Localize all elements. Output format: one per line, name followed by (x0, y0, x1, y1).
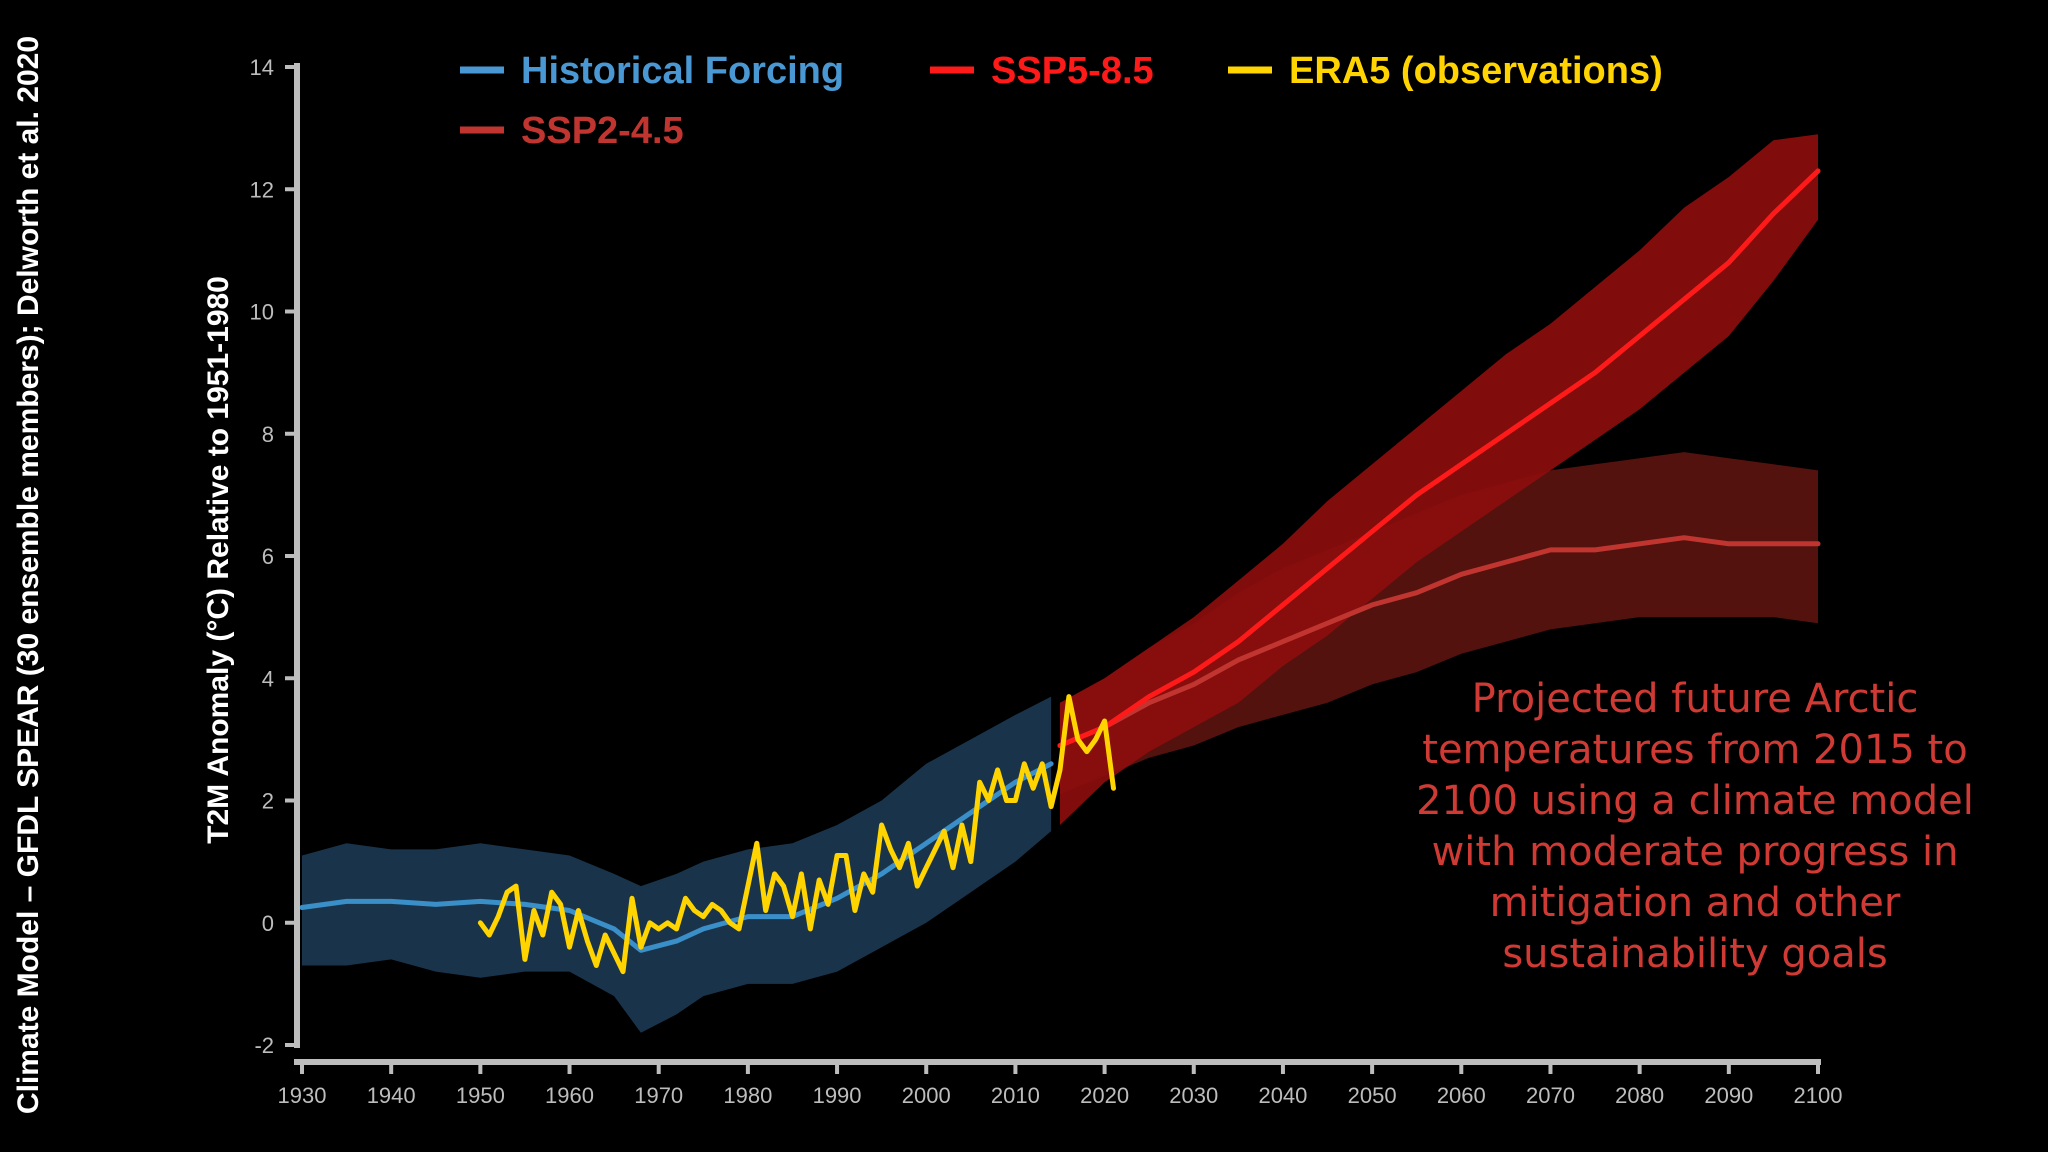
series-lines (299, 168, 1821, 975)
annotation-line: Projected future Arctic (1472, 676, 1919, 722)
x-tick-label: 2060 (1437, 1083, 1486, 1108)
x-tick-label: 1970 (634, 1083, 683, 1108)
legend-label-era5-observations: ERA5 (observations) (1289, 50, 1663, 92)
y-tick-label: 2 (262, 789, 274, 814)
ssp2-4-5-band (1060, 452, 1818, 795)
x-tick-label: 2100 (1794, 1083, 1843, 1108)
y-tick-label: -2 (254, 1033, 274, 1058)
legend-label-ssp2-4-5: SSP2-4.5 (521, 110, 684, 152)
y-tick-label: 8 (262, 422, 274, 447)
annotation-text: Projected future Arctic temperatures from… (1416, 676, 1974, 977)
y-tick-label: 4 (262, 666, 274, 691)
annotation-line: with moderate progress in (1432, 829, 1959, 875)
y-axis-title: T2M Anomaly (°C) Relative to 1951-1980 (202, 276, 235, 844)
x-tick-label: 1930 (278, 1083, 327, 1108)
era5-observations-line (477, 694, 1116, 975)
legend: Historical Forcing SSP2-4.5 SSP5-8.5 ERA5 (… (460, 50, 1663, 152)
x-tick-label: 2010 (991, 1083, 1040, 1108)
annotation-line: sustainability goals (1502, 931, 1887, 977)
x-tick-label: 2080 (1615, 1083, 1664, 1108)
x-tick-label: 2070 (1526, 1083, 1575, 1108)
axes: -2 0 2 4 6 8 10 12 14 1930 1940 1950 1960 1970 1980 199… (250, 55, 1843, 1108)
y-tick-label: 12 (250, 177, 274, 202)
y-tick-label: 6 (262, 544, 274, 569)
y-tick-label: 0 (262, 911, 274, 936)
x-tick-label: 1940 (367, 1083, 416, 1108)
y-tick-label: 14 (250, 55, 274, 80)
ssp5-8-5-line (1057, 168, 1821, 748)
x-tick-label: 2030 (1169, 1083, 1218, 1108)
source-label: Climate Model – GFDL SPEAR (30 ensemble … (12, 36, 45, 1114)
x-tick-label: 1950 (456, 1083, 505, 1108)
legend-label-ssp5-8-5: SSP5-8.5 (991, 50, 1154, 92)
legend-label-historical-forcing: Historical Forcing (521, 50, 844, 92)
x-tick-label: 2040 (1258, 1083, 1307, 1108)
y-tick-label: 10 (250, 300, 274, 325)
x-tick-label: 2020 (1080, 1083, 1129, 1108)
annotation-line: mitigation and other (1490, 880, 1901, 926)
historical-forcing-line (299, 761, 1054, 953)
annotation-line: 2100 using a climate model (1416, 778, 1974, 824)
ssp2-4-5-line (1057, 535, 1821, 748)
x-tick-label: 2000 (902, 1083, 951, 1108)
x-tick-label: 1990 (813, 1083, 862, 1108)
x-tick-label: 1960 (545, 1083, 594, 1108)
x-tick-label: 1980 (723, 1083, 772, 1108)
x-tick-label: 2090 (1704, 1083, 1753, 1108)
x-tick-label: 2050 (1348, 1083, 1397, 1108)
historical-forcing-band (302, 696, 1052, 1033)
annotation-line: temperatures from 2015 to (1422, 727, 1967, 773)
